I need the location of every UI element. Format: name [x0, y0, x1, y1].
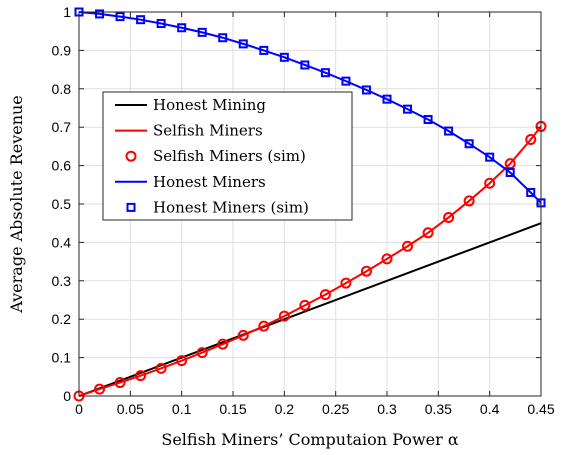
sim-circle-point-19 [463, 195, 475, 207]
x-tick-label-3: 0.15 [219, 401, 246, 417]
x-tick-label-1: 0.05 [117, 401, 144, 417]
sim-square-point-14 [361, 85, 371, 95]
legend-label-2: Selfish Miners (sim) [153, 147, 306, 165]
y-tick-label-2: 0.2 [52, 311, 72, 327]
legend-label-4: Honest Miners (sim) [153, 198, 309, 216]
sim-square-point-21 [505, 168, 515, 178]
sim-square-point-20 [485, 152, 495, 162]
sim-circle-point-17 [422, 227, 434, 239]
series-layer [73, 7, 547, 402]
sim-square-point-11 [300, 60, 310, 70]
sim-circle-point-18 [443, 211, 455, 223]
sim-circle-point-22 [525, 133, 537, 145]
sim-square-point-19 [464, 139, 474, 149]
sim-circle-point-2 [114, 377, 126, 389]
sim-circle-point-3 [135, 370, 147, 382]
legend: Honest Mining Selfish Miners Selfish Miner… [102, 91, 353, 221]
sim-square-point-3 [136, 15, 146, 25]
sim-circle-point-12 [319, 289, 331, 301]
sim-square-point-2 [115, 12, 125, 22]
y-tick-label-9: 0.9 [52, 42, 72, 58]
sim-circle-point-13 [340, 277, 352, 289]
sim-circle-point-16 [402, 240, 414, 252]
sim-square-point-12 [320, 68, 330, 78]
x-tick-label-8: 0.4 [480, 401, 500, 417]
x-tick-label-6: 0.3 [377, 401, 397, 417]
sim-circle-point-6 [196, 347, 208, 359]
sim-circle-point-4 [155, 362, 167, 374]
legend-box [102, 91, 353, 221]
sim-square-point-18 [444, 126, 454, 136]
sim-square-point-1 [95, 9, 105, 19]
series-2 [73, 120, 547, 402]
legend-label-3: Honest Miners [153, 173, 266, 191]
sim-square-point-9 [259, 45, 269, 55]
legend-swatch-2 [125, 150, 137, 162]
sim-circle-point-1 [94, 383, 106, 395]
axis-ticks: 0 0.05 0.1 0.15 0.2 0.25 0.3 0.35 0.4 0.45 0 0.1 0.2… [52, 4, 555, 417]
sim-square-point-15 [382, 94, 392, 104]
sim-square-point-5 [177, 23, 187, 33]
y-tick-label-6: 0.6 [52, 158, 72, 174]
sim-square-point-4 [156, 19, 166, 29]
y-tick-label-8: 0.8 [52, 81, 72, 97]
sim-square-point-6 [197, 27, 207, 37]
sim-circle-point-5 [176, 355, 188, 367]
sim-square-point-13 [341, 76, 351, 86]
sim-circle-point-11 [299, 299, 311, 311]
x-axis-label: Selfish Miners’ Computaion Power α [161, 430, 458, 449]
legend-label-1: Selfish Miners [153, 122, 263, 140]
y-tick-label-5: 0.5 [52, 196, 72, 212]
sim-square-point-7 [218, 33, 228, 43]
legend-label-0: Honest Mining [153, 96, 266, 114]
sim-circle-point-9 [258, 320, 270, 332]
x-tick-label-9: 0.45 [527, 401, 554, 417]
legend-swatch-4 [126, 202, 136, 212]
sim-circle-point-7 [217, 338, 229, 350]
sim-square-point-17 [423, 115, 433, 125]
y-tick-label-4: 0.4 [52, 234, 72, 250]
y-tick-label-0: 0 [63, 388, 71, 404]
sim-circle-point-20 [484, 177, 496, 189]
sim-circle-point-15 [381, 253, 393, 265]
sim-circle-point-14 [360, 265, 372, 277]
sim-circle-point-10 [278, 310, 290, 322]
x-tick-label-4: 0.2 [275, 401, 295, 417]
x-tick-label-0: 0 [75, 401, 83, 417]
sim-square-point-16 [403, 104, 413, 114]
y-tick-label-7: 0.7 [52, 119, 72, 135]
x-tick-label-7: 0.35 [425, 401, 452, 417]
sim-square-point-10 [279, 52, 289, 62]
x-tick-label-2: 0.1 [172, 401, 192, 417]
x-tick-label-5: 0.25 [322, 401, 349, 417]
y-tick-label-1: 0.1 [52, 350, 72, 366]
sim-circle-point-8 [237, 329, 249, 341]
y-tick-label-10: 1 [63, 4, 71, 20]
sim-square-point-8 [238, 39, 248, 49]
y-tick-label-3: 0.3 [52, 273, 72, 289]
sim-square-point-22 [526, 187, 536, 197]
y-axis-label: Average Absolute Revenue [7, 95, 26, 314]
